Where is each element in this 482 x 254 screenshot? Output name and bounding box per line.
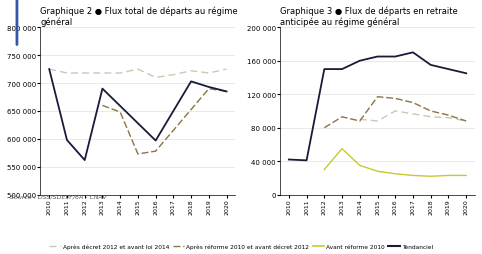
Text: Graphique 3 ● Flux de départs en retraite
anticipée au régime général: Graphique 3 ● Flux de départs en retrait… (280, 7, 458, 27)
Legend: Après décret 2012 et avant loi 2014, Après réforme 2010 et avant décret 2012, Av: Après décret 2012 et avant loi 2014, Apr… (47, 241, 435, 251)
Text: Graphique 2 ● Flux total de départs au régime
général: Graphique 2 ● Flux total de départs au r… (40, 7, 238, 27)
Text: Source : DSS/SDEPF/6A - CNAV: Source : DSS/SDEPF/6A - CNAV (10, 194, 107, 199)
